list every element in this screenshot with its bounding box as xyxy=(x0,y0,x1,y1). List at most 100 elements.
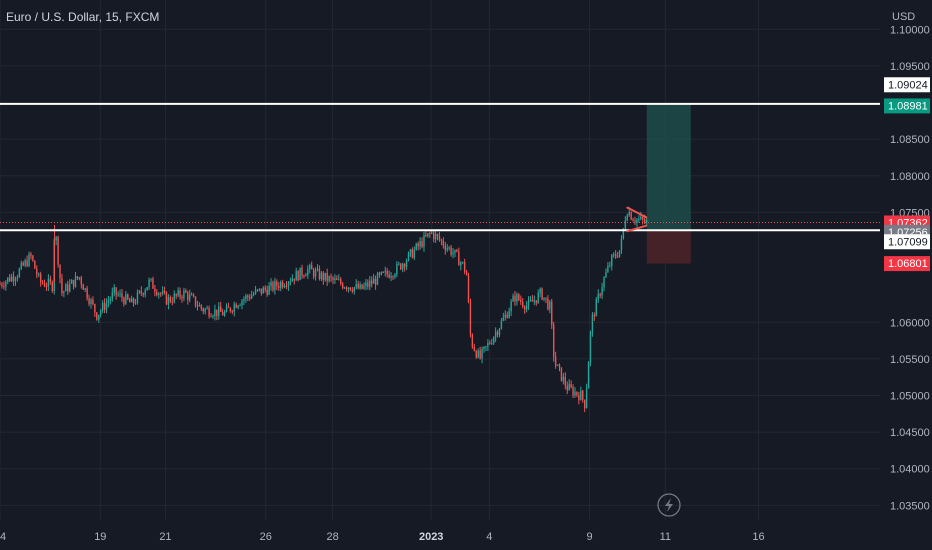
candle-body xyxy=(63,291,65,294)
candle-body xyxy=(223,311,226,316)
candle-body xyxy=(374,278,377,285)
candle-body xyxy=(194,296,197,306)
candle-body xyxy=(405,260,408,267)
candle-body xyxy=(154,288,156,292)
candle-body xyxy=(142,293,144,295)
candle-body xyxy=(322,272,325,281)
candle-body xyxy=(183,290,185,299)
candle-body xyxy=(643,219,646,223)
candle-body xyxy=(138,290,141,293)
candle-body xyxy=(462,262,464,264)
candle-body xyxy=(576,391,578,395)
lightning-icon[interactable] xyxy=(657,493,681,517)
candle-body xyxy=(371,280,373,284)
candle-body xyxy=(409,249,412,253)
candle-body xyxy=(318,268,321,280)
candle-body xyxy=(231,311,234,313)
candle-body xyxy=(427,233,429,237)
candle-body xyxy=(359,284,361,289)
candle-body xyxy=(520,300,522,302)
price-tag-label: 1.09024 xyxy=(888,79,928,91)
candle-body xyxy=(225,306,228,312)
candle-body xyxy=(477,350,479,358)
candle-body xyxy=(340,279,342,284)
candle-body xyxy=(241,300,243,306)
candle-body xyxy=(489,342,491,344)
candle-body xyxy=(502,317,505,321)
candle-body xyxy=(36,268,38,275)
candle-body xyxy=(57,237,59,265)
candle-body xyxy=(98,314,100,320)
candle-body xyxy=(204,308,206,312)
symbol-title: Euro / U.S. Dollar, 15, FXCM xyxy=(6,10,160,24)
candle-body xyxy=(210,316,212,318)
candle-body xyxy=(125,294,127,305)
candle-body xyxy=(67,284,69,292)
y-tick-label: 1.08000 xyxy=(890,171,930,183)
candle-body xyxy=(8,277,11,282)
candle-body xyxy=(216,309,218,316)
candle-body xyxy=(336,278,338,280)
candle-body xyxy=(417,243,419,247)
candle-body xyxy=(181,296,183,299)
candle-body xyxy=(88,298,90,304)
candle-body xyxy=(456,249,458,252)
candle-body xyxy=(407,252,410,261)
candle-body xyxy=(401,264,404,270)
x-tick-label: 4 xyxy=(0,531,6,543)
candle-body xyxy=(589,331,592,363)
candle-body xyxy=(640,216,642,219)
candle-body xyxy=(469,302,472,335)
candle-body xyxy=(76,276,79,279)
candle-body xyxy=(146,287,148,291)
candle-body xyxy=(347,287,350,290)
candle-body xyxy=(431,232,433,234)
candle-body xyxy=(421,241,423,247)
candle-body xyxy=(487,342,489,347)
candle-body xyxy=(568,384,570,391)
y-tick-label: 1.09500 xyxy=(890,61,930,73)
candle-body xyxy=(411,249,414,258)
candle-body xyxy=(634,221,636,223)
candle-body xyxy=(603,277,605,288)
candle-body xyxy=(84,288,86,290)
candle-body xyxy=(492,337,495,344)
candle-body xyxy=(268,285,270,295)
candle-body xyxy=(82,284,84,290)
x-tick-label: 28 xyxy=(327,531,339,543)
candle-body xyxy=(382,271,385,273)
stop-zone xyxy=(646,230,691,264)
candle-body xyxy=(541,288,543,300)
price-tag xyxy=(884,77,930,93)
candle-body xyxy=(272,282,274,291)
candle-body xyxy=(202,308,204,312)
candle-body xyxy=(345,287,348,290)
candle-body xyxy=(297,271,299,281)
candle-body xyxy=(510,301,512,312)
candle-body xyxy=(380,271,383,275)
candle-body xyxy=(622,228,625,239)
price-tag-label: 1.06801 xyxy=(888,258,928,270)
candle-body xyxy=(537,292,539,303)
candle-body xyxy=(355,283,357,288)
candle-body xyxy=(506,314,508,318)
candle-body xyxy=(636,219,638,223)
candle-body xyxy=(94,304,96,313)
candle-body xyxy=(30,254,32,256)
candle-body xyxy=(0,284,1,286)
candle-body xyxy=(258,288,261,290)
candle-body xyxy=(113,287,115,293)
candle-body xyxy=(434,234,437,240)
candle-body xyxy=(293,278,295,281)
candle-body xyxy=(454,249,456,253)
candle-body xyxy=(214,309,216,317)
candle-body xyxy=(5,281,7,287)
candle-body xyxy=(448,247,450,249)
candle-body xyxy=(7,277,9,282)
candle-body xyxy=(332,277,334,281)
candle-body xyxy=(301,267,303,276)
candle-body xyxy=(285,286,288,288)
candle-body xyxy=(307,268,309,276)
candle-body xyxy=(460,262,462,266)
